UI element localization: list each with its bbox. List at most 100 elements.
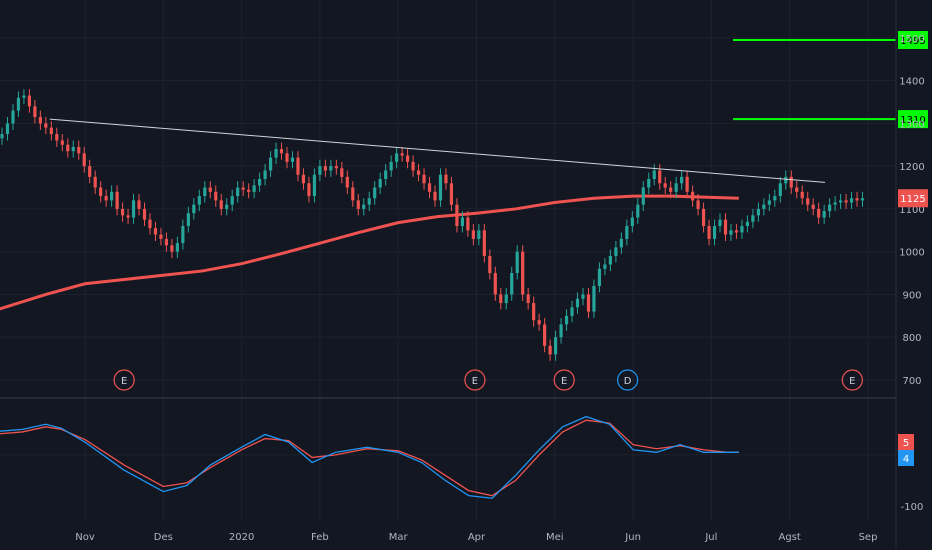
candle-body: [71, 146, 75, 152]
price-tick-label: 1000: [899, 248, 924, 259]
candle-body: [669, 187, 673, 192]
signal-value-label: 5: [903, 438, 909, 449]
candle-body: [778, 183, 782, 197]
candle-body: [504, 294, 508, 304]
candle-body: [691, 191, 695, 201]
candle-body: [82, 153, 86, 167]
candle-body: [148, 219, 152, 229]
candle-body: [745, 221, 750, 227]
candle-body: [416, 170, 421, 175]
time-tick-label: 2020: [229, 532, 254, 543]
candle-body: [0, 134, 4, 139]
target-label-box: [898, 110, 928, 129]
candle-body: [186, 213, 190, 227]
candle-body: [603, 264, 607, 269]
candle-body: [734, 230, 739, 233]
candle-body: [203, 187, 207, 197]
candle-body: [268, 157, 273, 171]
candle-body: [729, 230, 733, 235]
candle-body: [822, 211, 826, 218]
candle-body: [279, 149, 284, 154]
macd-line: [0, 415, 739, 499]
time-tick-label: Jun: [624, 532, 641, 543]
time-tick-label: Mar: [389, 532, 409, 543]
candle-body: [718, 219, 722, 227]
price-tick-label: 800: [902, 333, 921, 344]
trendline: [49, 118, 825, 183]
candle-body: [773, 196, 777, 201]
price-tick-label: 1300: [899, 119, 924, 130]
candle-body: [290, 157, 295, 162]
candle-body: [838, 200, 843, 203]
candle-body: [789, 176, 793, 188]
candle-body: [153, 228, 158, 235]
candle-body: [60, 140, 64, 145]
candle-body: [27, 95, 32, 107]
candle-body: [307, 183, 311, 197]
candle-body: [614, 247, 618, 256]
candle-body: [570, 307, 574, 316]
event-marker: [841, 369, 863, 391]
candle-body: [855, 198, 859, 201]
candle-body: [131, 200, 136, 218]
candle-body: [77, 146, 81, 154]
macd-value-box: [898, 450, 914, 466]
candle-body: [405, 155, 410, 162]
candle-body: [828, 204, 832, 212]
candle-body: [312, 174, 317, 197]
candle-body: [318, 166, 322, 175]
candle-body: [219, 200, 223, 209]
candle-body: [427, 183, 432, 192]
candle-body: [652, 170, 656, 179]
price-tick-label: 1500: [899, 34, 924, 45]
event-marker: [113, 369, 135, 391]
last-price-label: 1125: [900, 194, 925, 205]
candle-body: [373, 187, 377, 199]
time-tick-label: Des: [154, 532, 173, 543]
candle-body: [208, 187, 212, 192]
candle-body: [110, 191, 114, 201]
candle-body: [356, 200, 360, 209]
macd-oscillator: [0, 415, 896, 499]
price-tick-label: 1200: [899, 162, 924, 173]
candle-body: [274, 149, 278, 158]
candle-body: [581, 294, 585, 299]
candle-body: [795, 187, 799, 192]
time-tick-label: Apr: [468, 532, 486, 543]
candle-body: [680, 176, 684, 184]
candle-body: [532, 303, 536, 321]
candle-body: [521, 251, 525, 295]
candle-body: [499, 294, 503, 304]
signal-line: [0, 419, 739, 497]
candle-body: [329, 166, 333, 171]
candle-body: [66, 144, 70, 152]
event-label: E: [849, 376, 855, 387]
candle-body: [849, 198, 854, 203]
candle-body: [236, 187, 240, 197]
event-marker: [464, 369, 486, 391]
candle-body: [258, 178, 262, 186]
candle-body: [526, 294, 530, 304]
candle-body: [115, 191, 119, 209]
candle-body: [378, 178, 382, 188]
target-levels: 1495 1310: [733, 31, 928, 129]
grid-lines: [0, 0, 896, 520]
candle-body: [833, 202, 837, 205]
candle-body: [16, 97, 21, 111]
candle-body: [455, 204, 459, 227]
candle-body: [559, 324, 563, 338]
price-tick-label: 1100: [899, 205, 924, 216]
macd-value-label: 4: [903, 454, 909, 465]
candle-body: [170, 245, 174, 252]
candle-body: [630, 217, 634, 227]
resistance-trendline: [49, 118, 825, 183]
candle-body: [88, 166, 92, 177]
candle-body: [230, 196, 234, 205]
candle-body: [658, 170, 662, 184]
candle-body: [553, 337, 558, 355]
target-label: 1310: [900, 115, 925, 126]
candle-body: [477, 230, 481, 239]
signal-value-box: [898, 434, 914, 450]
